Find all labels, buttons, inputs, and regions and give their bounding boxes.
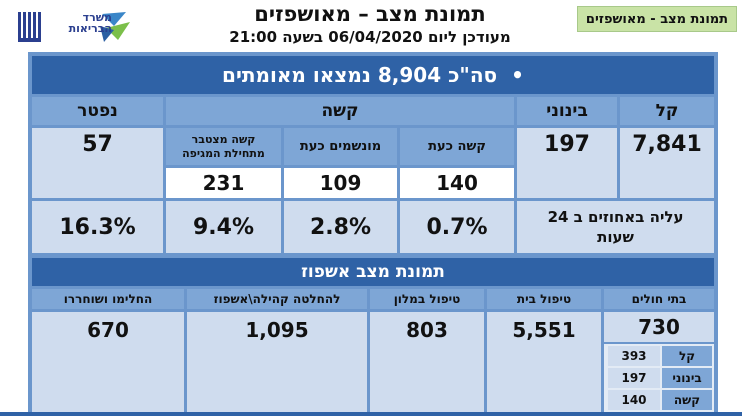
section-tag: תמונת מצב - מאושפזים: [577, 6, 737, 32]
rise-severe-cumulative: 9.4%: [166, 201, 281, 253]
dead-value: 57: [32, 128, 163, 198]
menorah-icon: [18, 12, 130, 42]
header-moderate: בינוני: [517, 97, 617, 125]
home-care-value: 5,551: [487, 312, 601, 412]
header-severe-cumulative: קשה מצטבר מתחילת המגיפה: [166, 128, 281, 165]
logo-line-2: הבריאות: [68, 22, 112, 35]
header-hotel-care: טיפול במלון: [370, 289, 484, 309]
total-confirmed-banner: • סה"כ 8,904 נמצאו מאומתים: [32, 56, 714, 94]
breakdown-severe-value: 140: [608, 390, 660, 410]
total-confirmed-text: סה"כ 8,904 נמצאו מאומתים: [222, 63, 498, 87]
breakdown-moderate-value: 197: [608, 368, 660, 388]
header-dead: נפטר: [32, 97, 163, 125]
ventilated-value: 109: [284, 168, 397, 198]
mild-value: 7,841: [620, 128, 714, 198]
recovered-value: 670: [32, 312, 184, 412]
header-community-decision: להחלטה קהילה\אשפוז: [187, 289, 367, 309]
logo-line-1: משרד: [82, 11, 112, 24]
moderate-value: 197: [517, 128, 617, 198]
header-home-care: טיפול בית: [487, 289, 601, 309]
update-timestamp: מעודכן ליום 06/04/2020 בשעה 21:00: [229, 28, 511, 46]
rise-label: עליה באחוזים ב 24 שעות: [517, 201, 714, 253]
severe-cumulative-value: 231: [166, 168, 281, 198]
ministry-logo: [14, 8, 134, 48]
bottom-strip: [0, 412, 742, 416]
logo-text: משרד הבריאות: [52, 12, 112, 34]
breakdown-moderate-label: בינוני: [662, 368, 712, 388]
community-decision-value: 1,095: [187, 312, 367, 412]
rise-ventilated: 2.8%: [284, 201, 397, 253]
severe-now-value: 140: [400, 168, 514, 198]
breakdown-mild-value: 393: [608, 346, 660, 366]
page-title: תמונת מצב – מאושפזים: [254, 2, 486, 26]
breakdown-severe-label: קשה: [662, 390, 712, 410]
rise-severe-now: 0.7%: [400, 201, 514, 253]
hotel-care-value: 803: [370, 312, 484, 412]
header-mild: קל: [620, 97, 714, 125]
header-ventilated: מונשמים כעת: [284, 128, 397, 165]
hospitalization-title: תמונת מצב אשפוז: [32, 258, 714, 286]
rise-dead: 16.3%: [32, 201, 163, 253]
hospitals-value: 730: [604, 312, 714, 342]
header-recovered: החלימו ושוחררו: [32, 289, 184, 309]
header-severe: קשה: [166, 97, 514, 125]
header-severe-now: קשה כעת: [400, 128, 514, 165]
bullet-mark: •: [511, 63, 524, 87]
header-hospitals: בתי חולים: [604, 289, 714, 309]
breakdown-mild-label: קל: [662, 346, 712, 366]
